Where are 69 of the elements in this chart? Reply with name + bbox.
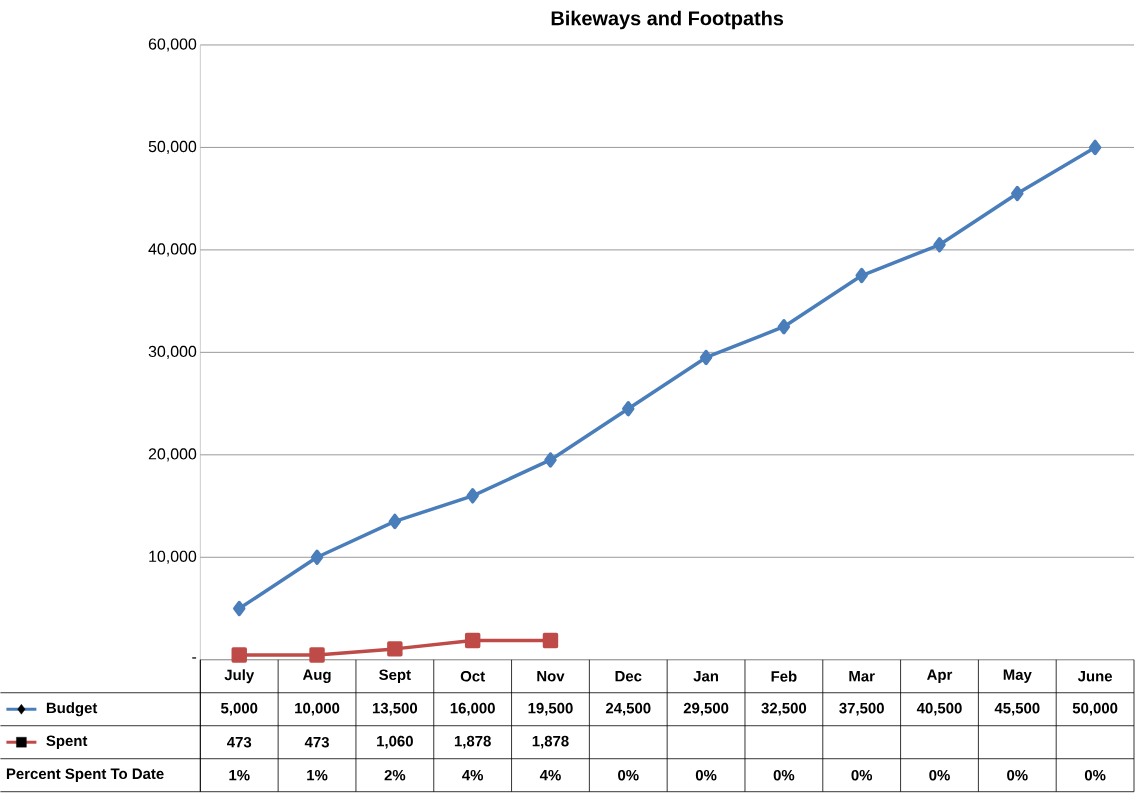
data-label: 1,878: [532, 735, 569, 749]
point: [622, 401, 635, 417]
x-tick-label: Aug: [302, 669, 331, 684]
data-label: 50,000: [1072, 703, 1118, 716]
legend-label: Spent: [46, 735, 88, 750]
x-tick-label: June: [1077, 671, 1113, 682]
data-label: 473: [226, 737, 252, 748]
data-label: 45,500: [994, 703, 1040, 716]
y-tick-label: 50,000: [148, 140, 197, 155]
data-label: 473: [304, 737, 329, 748]
data-label: 32,500: [761, 703, 807, 716]
text: 0%: [773, 770, 795, 781]
text: 4%: [462, 770, 484, 781]
data-label: 37,500: [839, 703, 884, 716]
point: [542, 632, 559, 649]
text: Percent Spent To Date: [6, 768, 164, 783]
point: [464, 632, 481, 649]
point: [233, 600, 246, 617]
data-label: 1,060: [377, 735, 413, 749]
data-label: 13,500: [372, 703, 418, 716]
text: 0%: [1007, 770, 1028, 781]
text: 0%: [851, 770, 873, 781]
x-tick-label: Nov: [537, 671, 565, 682]
data-label: 5,000: [221, 703, 258, 716]
data-label: 24,500: [605, 703, 651, 716]
x-tick-label: July: [224, 669, 255, 684]
text: 0%: [695, 770, 717, 781]
y-tick-label: 60,000: [148, 38, 197, 52]
legend-label: Budget: [46, 702, 98, 717]
text: 0%: [618, 770, 639, 781]
data-label: 40,500: [916, 703, 962, 716]
text: 0%: [929, 770, 950, 781]
point: [699, 349, 713, 366]
point: [466, 488, 479, 504]
data-label: 19,500: [528, 703, 573, 716]
data-label: 16,000: [450, 703, 495, 716]
data-label: 29,500: [683, 703, 729, 716]
point: [1088, 139, 1102, 156]
point: [933, 237, 946, 253]
y-tick-label: 30,000: [148, 345, 197, 360]
x-tick-label: Sept: [379, 669, 411, 684]
chart-title: Bikeways and Footpaths: [551, 10, 784, 30]
point: [388, 513, 402, 530]
text: 0%: [1084, 770, 1106, 781]
x-tick-label: Dec: [615, 671, 642, 682]
point: [855, 267, 868, 284]
x-tick-label: Apr: [927, 669, 953, 684]
point: [231, 647, 247, 663]
point: [310, 549, 324, 566]
text: 1%: [307, 770, 328, 781]
point: [777, 319, 791, 335]
y-tick-label: 10,000: [149, 550, 197, 564]
x-tick-label: Oct: [460, 671, 485, 682]
y-tick-label: 40,000: [148, 243, 197, 257]
data-label: 10,000: [295, 703, 340, 716]
point: [309, 647, 325, 663]
point: [544, 452, 557, 468]
text: 4%: [539, 770, 561, 781]
data-label: 1,878: [454, 735, 491, 749]
y-tick-label: 20,000: [148, 448, 197, 462]
x-tick-label: Mar: [849, 671, 875, 682]
y-tick-label: -: [192, 657, 197, 659]
text: 1%: [229, 770, 250, 781]
x-tick-label: May: [1003, 669, 1032, 684]
point: [387, 641, 403, 657]
x-tick-label: Jan: [693, 671, 719, 682]
x-tick-label: Feb: [771, 670, 797, 682]
text: 2%: [384, 770, 406, 781]
point: [1011, 185, 1024, 202]
